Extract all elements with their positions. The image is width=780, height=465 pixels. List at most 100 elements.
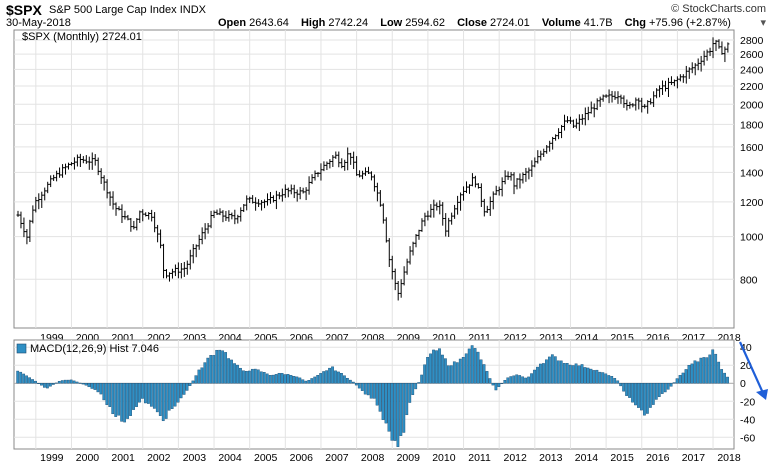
macd-hist-bar <box>458 358 462 384</box>
macd-hist-bar <box>298 377 302 384</box>
macd-tick-label: 40 <box>740 342 752 354</box>
macd-hist-bar <box>313 376 317 384</box>
x-tick-label: 2000 <box>76 452 100 464</box>
macd-hist-bar <box>378 383 382 412</box>
macd-hist-bar <box>690 363 694 384</box>
macd-hist-bar <box>147 383 150 404</box>
macd-hist-bar <box>304 380 308 384</box>
price-tick-label: 2000 <box>740 99 764 111</box>
macd-hist-bar <box>663 383 667 393</box>
x-tick-label: 2012 <box>503 452 527 464</box>
macd-hist-bar <box>123 383 127 423</box>
macd-hist-bar <box>476 351 480 384</box>
macd-hist-bar <box>387 383 391 432</box>
macd-hist-bar <box>375 383 379 406</box>
macd-hist-bar <box>161 383 165 422</box>
macd-hist-bar <box>607 375 611 384</box>
macd-hist-bar <box>598 371 602 384</box>
macd-hist-bar <box>194 375 198 384</box>
macd-hist-bar <box>577 365 581 384</box>
macd-hist-bar <box>114 383 118 417</box>
macd-hist-bar <box>357 383 361 389</box>
x-tick-label: 2010 <box>432 452 456 464</box>
macd-hist-bar <box>221 350 225 384</box>
macd-hist-bar <box>149 383 153 407</box>
macd-hist-bar <box>200 367 204 384</box>
macd-hist-bar <box>408 383 412 403</box>
macd-hist-bar <box>224 352 228 384</box>
x-tick-label: 2008 <box>361 452 385 464</box>
macd-hist-bar <box>687 365 691 384</box>
macd-hist-bar <box>40 383 43 386</box>
chevron-down-icon[interactable]: ▾ <box>760 17 766 29</box>
macd-hist-bar <box>666 383 670 390</box>
macd-hist-bar <box>135 383 138 407</box>
macd-hist-bar <box>322 371 326 384</box>
macd-hist-bar <box>96 383 100 393</box>
macd-hist-bar <box>328 367 331 384</box>
macd-hist-bar <box>550 354 554 384</box>
macd-hist-bar <box>675 378 679 384</box>
macd-hist-bar <box>654 383 658 400</box>
macd-hist-bar <box>274 374 278 384</box>
chart-header: $SPX S&P 500 Large Cap Index INDX © Stoc… <box>0 0 780 30</box>
macd-hist-bar <box>726 376 729 384</box>
macd-hist-bar <box>542 363 545 384</box>
macd-hist-bar <box>126 383 129 419</box>
macd-hist-bar <box>90 383 94 389</box>
macd-hist-bar <box>503 380 507 384</box>
macd-tick-label: 0 <box>740 378 746 390</box>
macd-tick-label: 20 <box>740 360 752 372</box>
price-tick-label: 1200 <box>740 197 764 209</box>
macd-hist-bar <box>236 364 239 384</box>
macd-hist-bar <box>60 380 64 384</box>
macd-hist-bar <box>256 369 260 384</box>
macd-hist-bar <box>524 377 527 384</box>
macd-hist-bar <box>48 383 52 387</box>
macd-hist-bar <box>167 383 171 411</box>
macd-hist-bar <box>390 383 394 441</box>
macd-hist-bar <box>351 381 355 384</box>
price-tick-label: 1800 <box>740 119 764 131</box>
macd-hist-bar <box>360 383 364 391</box>
macd-hist-bar <box>399 383 403 436</box>
macd-hist-bar <box>227 358 230 384</box>
macd-hist-bar <box>75 381 79 384</box>
macd-tick-label: -40 <box>740 414 755 426</box>
macd-hist-bar <box>141 383 144 399</box>
macd-hist-bar <box>432 349 435 384</box>
macd-hist-bar <box>319 373 323 384</box>
macd-hist-bar <box>144 383 147 404</box>
macd-hist-bar <box>340 373 343 384</box>
macd-hist-bar <box>209 355 213 384</box>
price-tick-label: 2400 <box>740 64 764 76</box>
macd-hist-bar <box>271 374 275 384</box>
macd-hist-bar <box>717 361 721 384</box>
macd-hist-bar <box>105 383 109 405</box>
macd-hist-bar <box>452 361 456 384</box>
macd-hist-bar <box>295 376 299 384</box>
macd-hist-bar <box>565 363 569 384</box>
symbol: $SPX <box>6 2 42 18</box>
macd-hist-bar <box>711 349 715 384</box>
macd-hist-bar <box>307 380 311 384</box>
macd-legend: MACD(12,26,9) Hist 7.046 <box>30 343 159 355</box>
macd-hist-bar <box>506 377 510 384</box>
macd-hist-bar <box>242 370 245 384</box>
macd-hist-bar <box>657 383 661 397</box>
macd-hist-bar <box>84 383 88 386</box>
macd-hist-bar <box>559 360 563 384</box>
macd-hist-bar <box>51 383 55 385</box>
macd-hist-bar <box>46 383 49 389</box>
macd-hist-bar <box>280 373 284 384</box>
x-tick-label: 2002 <box>147 452 171 464</box>
price-tick-label: 800 <box>740 274 758 286</box>
macd-y-axis: 40 20 0 -20 -40 -60 <box>740 342 755 444</box>
macd-hist-bar <box>672 382 676 384</box>
macd-hist-bar <box>289 375 293 384</box>
macd-hist-bar <box>631 383 634 403</box>
macd-hist-bar <box>533 369 536 384</box>
macd-hist-bar <box>337 371 340 384</box>
macd-hist-bar <box>702 357 706 384</box>
